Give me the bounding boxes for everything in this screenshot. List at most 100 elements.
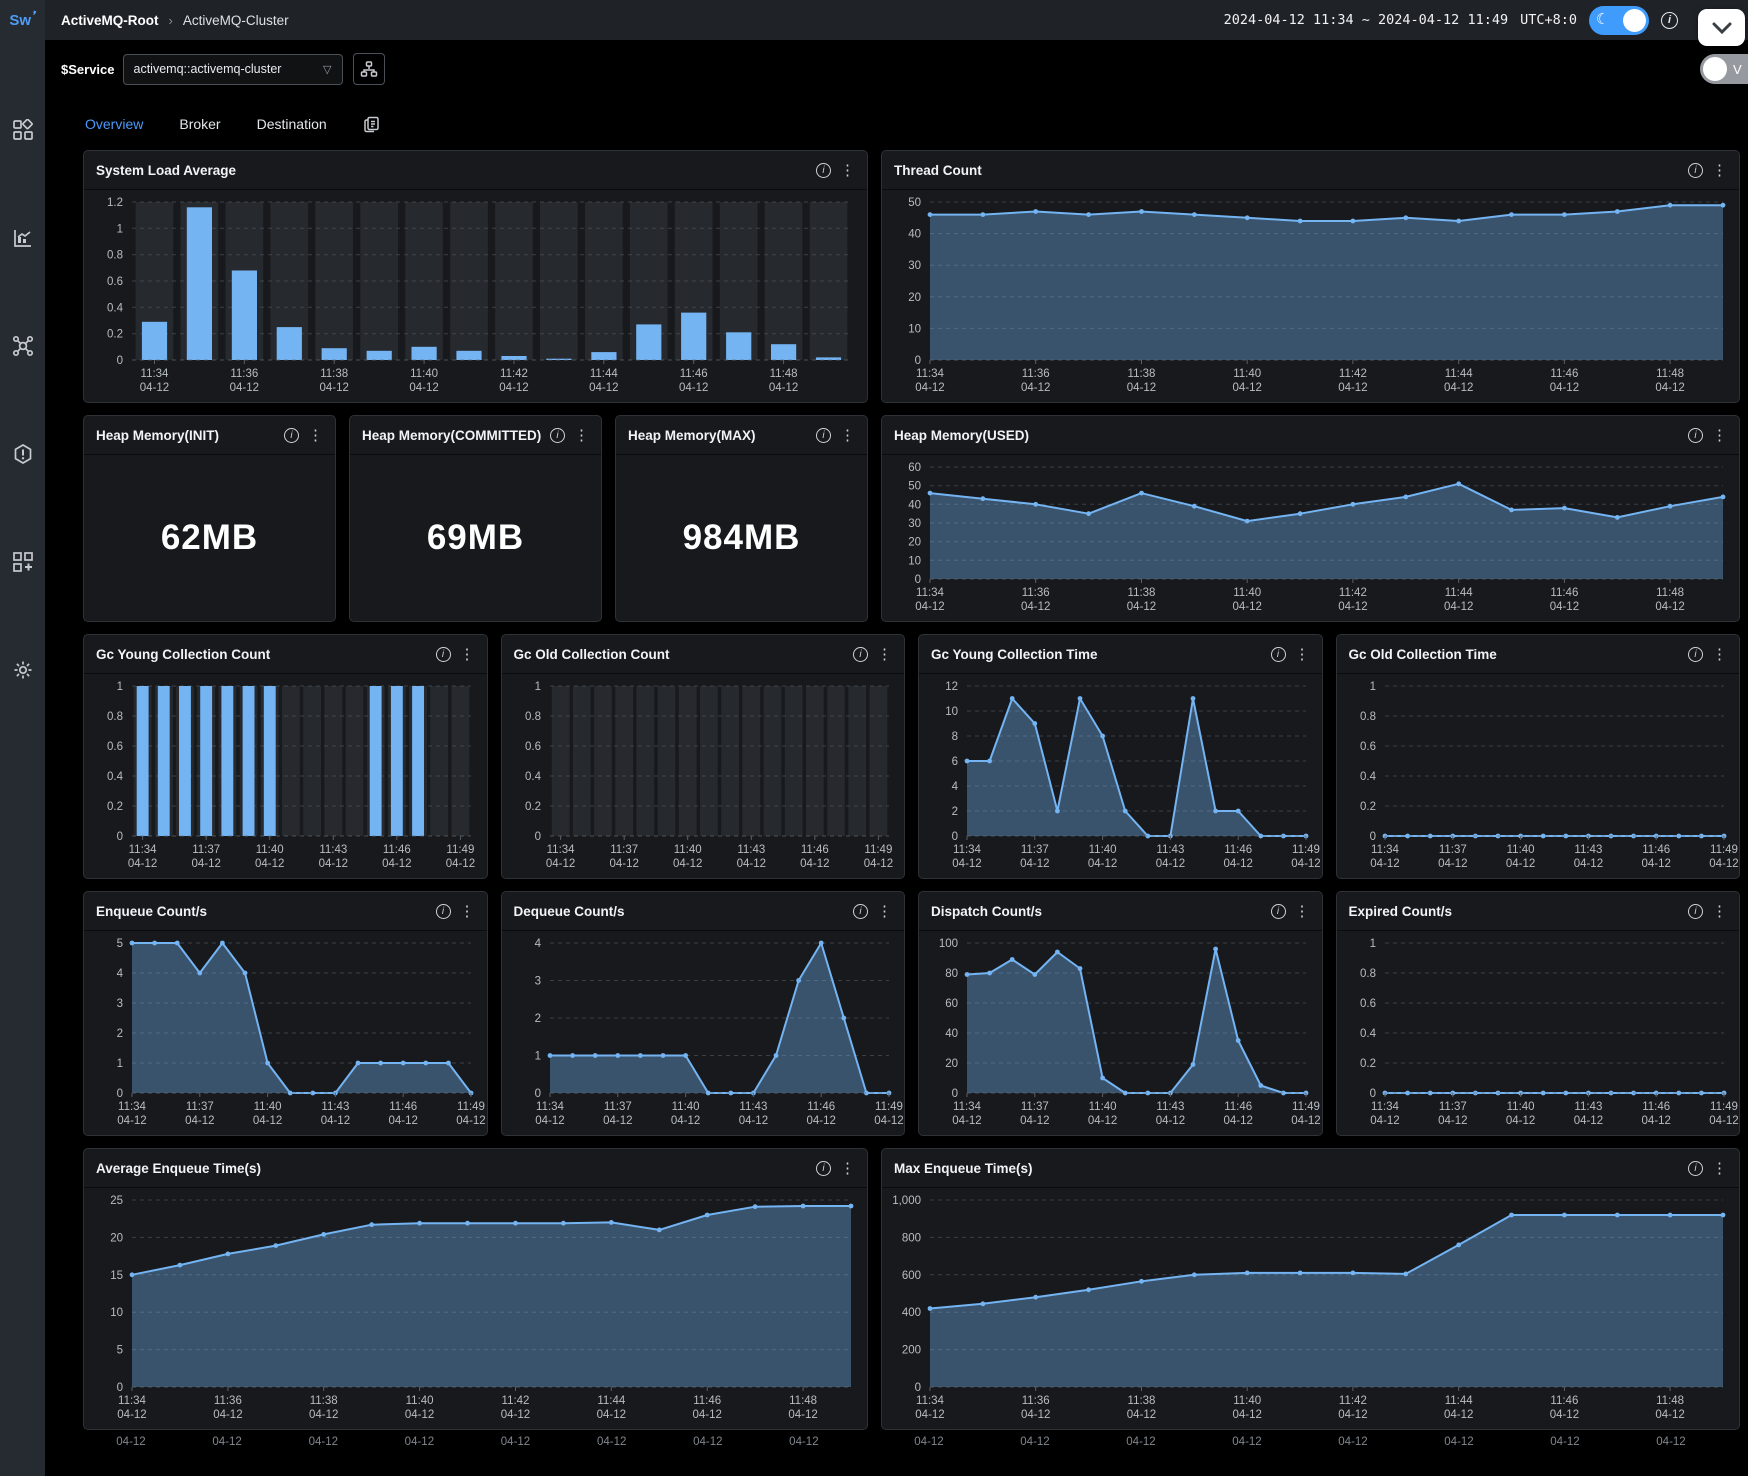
breadcrumb-root[interactable]: ActiveMQ-Root	[61, 12, 159, 28]
collapse-header-button[interactable]	[1698, 9, 1745, 46]
svg-text:11:36: 11:36	[1022, 368, 1050, 380]
kebab-menu-icon[interactable]: ⋮	[840, 161, 855, 179]
info-icon[interactable]: i	[1688, 1160, 1703, 1176]
chart-gc-young-time[interactable]: 0 2 4 6 8 10 12 11:34 04-12 11:37 04-12 11:40 04-12 1…	[919, 674, 1322, 878]
info-icon[interactable]: i	[1270, 646, 1286, 662]
svg-text:10: 10	[945, 706, 958, 718]
kebab-menu-icon[interactable]: ⋮	[1294, 902, 1310, 920]
kebab-menu-icon[interactable]: ⋮	[877, 645, 892, 663]
info-icon[interactable]: i	[816, 427, 831, 443]
dashboard-chart-icon[interactable]	[11, 226, 35, 250]
info-icon[interactable]: i	[816, 162, 831, 178]
topology-icon[interactable]	[11, 334, 35, 358]
svg-text:11:43: 11:43	[1156, 844, 1184, 856]
add-widget-icon[interactable]	[11, 550, 35, 574]
chart-title: Dispatch Count/s	[931, 903, 1043, 919]
stat-value: 69MB	[426, 518, 525, 557]
svg-text:04-12: 04-12	[1232, 601, 1261, 613]
svg-text:11:40: 11:40	[406, 1395, 434, 1407]
kebab-menu-icon[interactable]: ⋮	[1294, 645, 1310, 663]
chart-title: Gc Old Collection Count	[513, 646, 670, 662]
settings-gear-icon[interactable]	[11, 658, 35, 682]
kebab-menu-icon[interactable]: ⋮	[574, 426, 589, 444]
info-icon[interactable]: i	[284, 427, 299, 443]
info-icon[interactable]: i	[1688, 427, 1703, 443]
dark-mode-toggle[interactable]: ☾	[1589, 5, 1649, 35]
svg-text:2: 2	[534, 1013, 540, 1025]
view-toggle[interactable]: V	[1700, 54, 1748, 84]
info-icon[interactable]: i	[1688, 903, 1703, 919]
time-range-picker[interactable]: 2024-04-12 11:34 ~ 2024-04-12 11:49	[1223, 12, 1509, 28]
kebab-menu-icon[interactable]: ⋮	[1712, 1159, 1727, 1177]
chart-expired-count[interactable]: 0 0.2 0.4 0.6 0.8 1 11:34 04-12 11:37 04-12 11:40 0…	[1337, 931, 1740, 1135]
chart-title: Expired Count/s	[1348, 903, 1453, 919]
chart-thread-count[interactable]: 0 10 20 30 40 50 11:34 04-12 11:36 04-12 11:38 04-1…	[882, 190, 1739, 402]
svg-text:04-12: 04-12	[321, 1115, 350, 1127]
svg-text:11:46: 11:46	[807, 1101, 835, 1113]
marketplace-icon[interactable]	[11, 118, 35, 142]
svg-text:04-12: 04-12	[1573, 1115, 1602, 1127]
svg-text:11:46: 11:46	[389, 1101, 417, 1113]
svg-text:04-12: 04-12	[1370, 858, 1399, 870]
tab-overview[interactable]: Overview	[85, 116, 144, 132]
svg-text:04-12: 04-12	[589, 382, 618, 394]
svg-text:11:40: 11:40	[410, 368, 438, 380]
chart-title: Thread Count	[894, 162, 982, 178]
info-icon[interactable]: i	[1688, 162, 1703, 178]
chart-average-enqueue-time[interactable]: 0 5 10 15 20 25 11:34 04-12 11:36 04-12 11:38 04-12…	[84, 1188, 867, 1429]
chart-title: Gc Young Collection Time	[931, 646, 1098, 662]
info-icon[interactable]: i	[1688, 646, 1703, 662]
svg-text:11:34: 11:34	[536, 1101, 565, 1113]
svg-text:0.4: 0.4	[107, 302, 124, 314]
alarm-icon[interactable]	[11, 442, 35, 466]
svg-text:11:34: 11:34	[953, 844, 982, 856]
svg-text:11:46: 11:46	[1550, 587, 1578, 599]
tab-destination[interactable]: Destination	[256, 116, 327, 132]
svg-text:11:44: 11:44	[590, 368, 619, 380]
chart-dispatch-count[interactable]: 0 20 40 60 80 100 11:34 04-12 11:37 04-12 11:40 04-…	[919, 931, 1322, 1135]
chart-system-load-average[interactable]: 0 0.2 0.4 0.6 0.8 1 1.2 11:34 04-12 11:36 04-12 11:…	[84, 190, 867, 402]
chart-max-enqueue-time[interactable]: 0 200 400 600 800 1,000 11:34 04-12 11:36 04-12 11…	[882, 1188, 1739, 1429]
chart-gc-old-time[interactable]: 0 0.2 0.4 0.6 0.8 1 11:34 04-12 11:37 04-12 11:40 0…	[1337, 674, 1740, 878]
kebab-menu-icon[interactable]: ⋮	[308, 426, 323, 444]
kebab-menu-icon[interactable]: ⋮	[877, 902, 892, 920]
kebab-menu-icon[interactable]: ⋮	[1712, 645, 1727, 663]
kebab-menu-icon[interactable]: ⋮	[459, 902, 475, 920]
svg-text:4: 4	[117, 968, 124, 980]
copy-dashboard-icon[interactable]	[363, 116, 380, 133]
kebab-menu-icon[interactable]: ⋮	[1712, 426, 1727, 444]
kebab-menu-icon[interactable]: ⋮	[459, 645, 475, 663]
info-icon[interactable]: i	[1270, 903, 1286, 919]
topology-view-button[interactable]	[352, 53, 385, 85]
service-select[interactable]: activemq::activemq-cluster ▽	[122, 53, 343, 85]
svg-text:11:42: 11:42	[1339, 587, 1367, 599]
kebab-menu-icon[interactable]: ⋮	[840, 426, 855, 444]
kebab-menu-icon[interactable]: ⋮	[1712, 902, 1727, 920]
info-icon[interactable]: i	[853, 646, 868, 662]
info-icon[interactable]: i	[550, 427, 565, 443]
chart-heap-used[interactable]: 0 10 20 30 40 50 60 11:34 04-12 11:36 04-12 11:38 04…	[882, 455, 1739, 621]
svg-text:5: 5	[117, 938, 123, 950]
chart-gc-old-count[interactable]: 0 0.2 0.4 0.6 0.8 1 11:34 04-12 11:37 04-12 11:40 0…	[502, 674, 905, 878]
info-icon[interactable]: i	[435, 646, 451, 662]
kebab-menu-icon[interactable]: ⋮	[1712, 161, 1727, 179]
kebab-menu-icon[interactable]: ⋮	[840, 1159, 855, 1177]
info-icon[interactable]: i	[853, 903, 868, 919]
svg-text:04-12: 04-12	[1232, 382, 1261, 394]
svg-text:04-12: 04-12	[185, 1115, 214, 1127]
tab-broker[interactable]: Broker	[179, 116, 221, 132]
chart-gc-young-count[interactable]: 0 0.2 0.4 0.6 0.8 1 11:34 04-12 11:37 04-12 11:40 0…	[84, 674, 487, 878]
info-icon[interactable]: i	[1661, 11, 1678, 29]
svg-text:1: 1	[534, 1051, 540, 1063]
svg-text:11:42: 11:42	[500, 368, 528, 380]
chart-dequeue-count[interactable]: 0 1 2 3 4 11:34 04-12 11:37 04-12 11:40 04-12 11:43…	[502, 931, 905, 1135]
svg-text:11:34: 11:34	[546, 844, 575, 856]
dashboard-grid: System Load Average i ⋮ 0 0.2 0.4 0.6 0.8 1 1.2…	[45, 150, 1748, 1430]
info-icon[interactable]: i	[435, 903, 451, 919]
info-icon[interactable]: i	[816, 1160, 831, 1176]
svg-text:04-12: 04-12	[1156, 1115, 1185, 1127]
chart-enqueue-count[interactable]: 0 1 2 3 4 5 11:34 04-12 11:37 04-12 11:40 04-12 11:4…	[84, 931, 487, 1135]
svg-text:0: 0	[1369, 831, 1375, 843]
svg-text:10: 10	[908, 555, 921, 567]
svg-text:50: 50	[908, 197, 921, 209]
